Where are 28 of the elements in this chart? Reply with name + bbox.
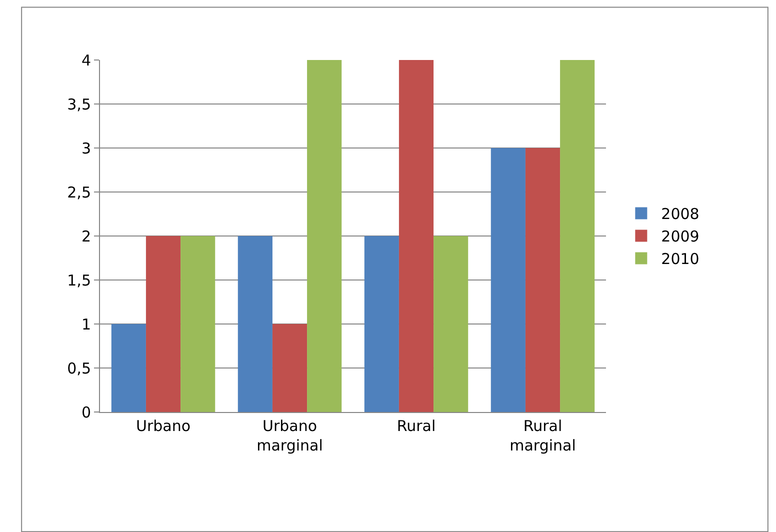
legend-label: 2008 — [661, 205, 700, 224]
bar — [272, 324, 308, 412]
bar — [307, 60, 342, 412]
bar — [146, 236, 181, 412]
y-tick-label: 3 — [81, 139, 91, 158]
y-tick-label: 4 — [81, 51, 91, 70]
bar — [434, 236, 468, 412]
bar — [364, 236, 399, 412]
y-tick-label: 2,5 — [67, 183, 91, 202]
x-tick-label: Rural — [396, 417, 436, 435]
y-tick-label: 1,5 — [67, 271, 91, 290]
bar — [525, 148, 560, 412]
y-tick-label: 0,5 — [67, 359, 91, 378]
y-tick-label: 0 — [81, 403, 91, 422]
bar — [238, 236, 272, 412]
legend-label: 2009 — [661, 228, 700, 246]
bar — [560, 60, 595, 412]
x-tick-label: Urbano — [136, 417, 191, 435]
y-tick-label: 3,5 — [67, 95, 91, 114]
bar — [111, 324, 146, 412]
y-tick-label: 1 — [81, 315, 91, 334]
x-tick-label: Urbano marginal — [256, 417, 323, 454]
bar — [398, 60, 434, 412]
legend-label: 2010 — [661, 250, 700, 268]
bar — [490, 148, 526, 412]
x-tick-label: Rural marginal — [510, 417, 576, 454]
y-tick-label: 2 — [81, 227, 91, 246]
bar — [180, 236, 216, 412]
